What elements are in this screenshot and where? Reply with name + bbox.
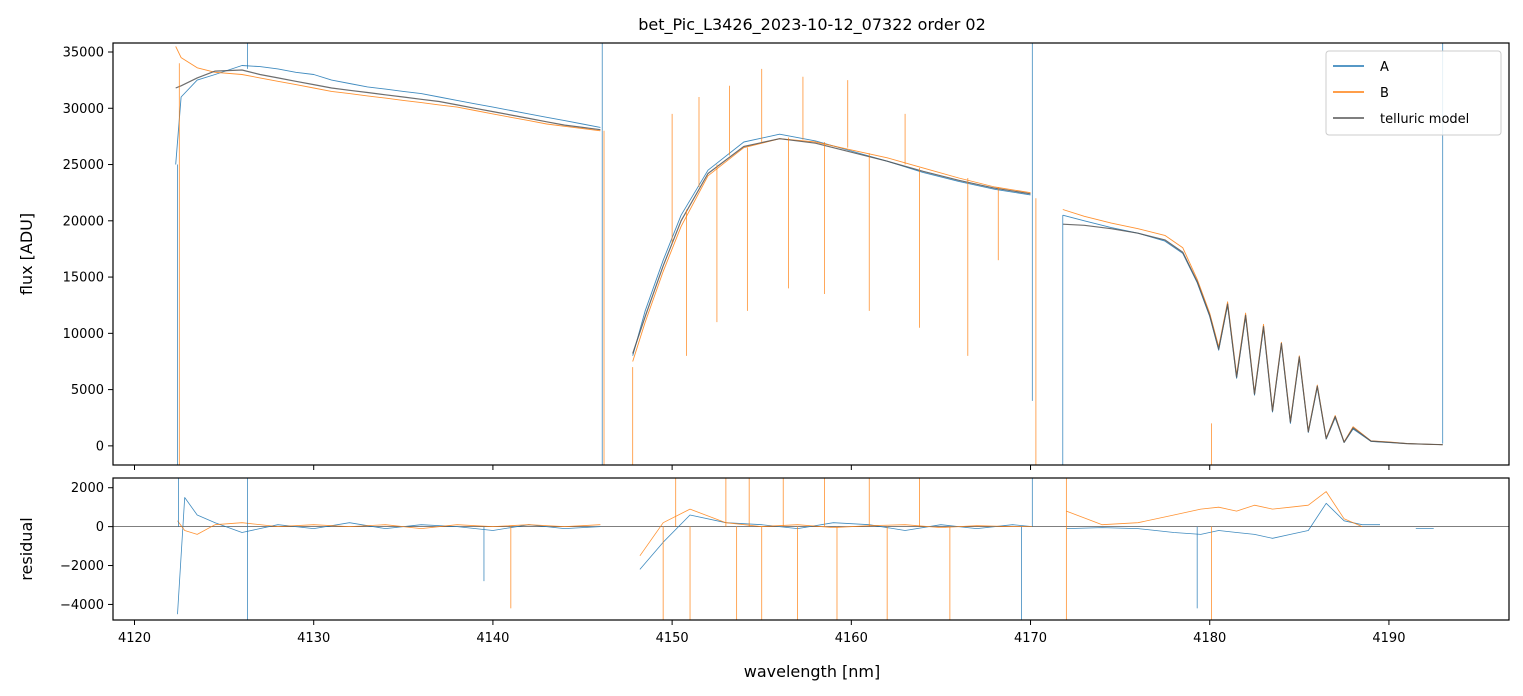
bottom-y-tick-label: −4000 [60, 598, 104, 613]
legend-label-b: B [1380, 86, 1389, 101]
top-y-tick-label: 0 [96, 439, 104, 454]
bottom-x-tick-label: 4140 [476, 631, 509, 646]
legend-box [1325, 50, 1502, 136]
bottom-x-tick-label: 4180 [1193, 631, 1226, 646]
legend-label-a: A [1380, 60, 1389, 75]
bottom-x-tick-label: 4160 [835, 631, 868, 646]
bottom-x-tick-label: 4170 [1014, 631, 1047, 646]
top-plot-area [175, 43, 1444, 465]
top-axes-frame [112, 42, 1510, 466]
bottom-x-tick-label: 4120 [118, 631, 151, 646]
top-series-telluric-model [175, 69, 1443, 446]
bottom-y-tick-label: 2000 [71, 481, 104, 496]
bottom-y-tick-label: 0 [96, 520, 104, 535]
legend-label-telluric-model: telluric model [1380, 112, 1469, 127]
top-y-tick-label: 15000 [63, 271, 104, 286]
top-y-tick-label: 20000 [63, 214, 104, 229]
top-y-tick-label: 35000 [63, 46, 104, 61]
bottom-x-tick-label: 4190 [1372, 631, 1405, 646]
legend: A B telluric model [1325, 50, 1502, 136]
bottom-y-axis-label: residual [17, 517, 36, 580]
bottom-x-tick-label: 4130 [297, 631, 330, 646]
top-y-tick-label: 5000 [71, 383, 104, 398]
top-series-a [175, 65, 1443, 446]
bottom-x-tick-label: 4150 [656, 631, 689, 646]
bottom-y-tick-label: −2000 [60, 559, 104, 574]
chart-title: bet_Pic_L3426_2023-10-12_07322 order 02 [638, 15, 986, 35]
x-axis-label: wavelength [nm] [744, 662, 881, 681]
top-y-axis-label: flux [ADU] [17, 213, 36, 295]
bottom-axes-frame [112, 477, 1510, 621]
top-y-tick-label: 30000 [63, 102, 104, 117]
bottom-series-a [177, 497, 1434, 615]
top-y-tick-label: 25000 [63, 158, 104, 173]
top-y-tick-label: 10000 [63, 327, 104, 342]
bottom-plot-area [113, 478, 1509, 620]
bottom-series-b [177, 491, 1363, 557]
top-plot-panel: 0 5000 10000 15000 20000 25000 30000 35000 [63, 42, 1510, 470]
bottom-plot-panel: 4120 4130 4140 4150 4160 4170 4180 4190 −4000 −20… [60, 477, 1510, 646]
